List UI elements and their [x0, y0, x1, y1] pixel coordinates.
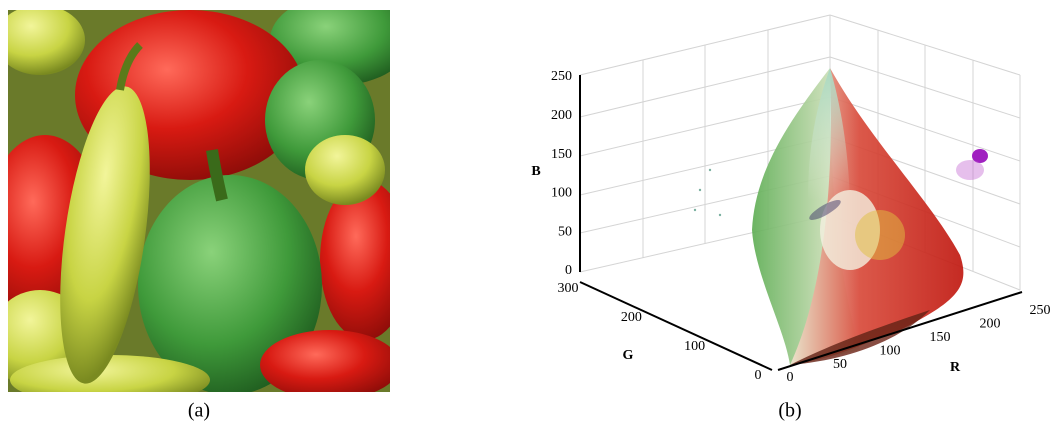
- tick-label: 100: [880, 343, 901, 358]
- tick-label: 100: [551, 186, 572, 201]
- tick-label: 50: [558, 224, 572, 239]
- tick-label: 0: [787, 370, 794, 385]
- caption: (a): [188, 400, 210, 422]
- shape: [10, 355, 210, 405]
- tick-label: 50: [833, 357, 847, 372]
- shape: [320, 180, 410, 340]
- shape: [699, 189, 701, 191]
- shape: [719, 214, 721, 216]
- tick-label: 150: [930, 330, 951, 345]
- tick-label: 200: [621, 310, 642, 325]
- tick-label: 150: [551, 147, 572, 162]
- shape: [808, 68, 850, 200]
- shape: [709, 169, 711, 171]
- point-cloud: [694, 68, 988, 365]
- page: (a) (b) B G R 0 50 100 150 200 250 0 100 200 300 0…: [0, 0, 1054, 430]
- tick-label: 0: [565, 263, 572, 278]
- caption: (b): [778, 400, 801, 422]
- axis-title: B: [531, 164, 540, 179]
- tick-label: 250: [1030, 303, 1051, 318]
- photo: [0, 0, 410, 405]
- shape: [694, 209, 696, 211]
- tick-label: 250: [551, 69, 572, 84]
- shape: [305, 135, 385, 205]
- shape: [260, 330, 400, 400]
- shape: [956, 160, 984, 180]
- axis-title: G: [623, 348, 634, 363]
- shape: [855, 210, 905, 260]
- axis-title: R: [950, 360, 961, 375]
- frame-line: [580, 282, 772, 370]
- tick-label: 200: [980, 317, 1001, 332]
- tick-label: 0: [755, 368, 762, 383]
- tick-label: 200: [551, 108, 572, 123]
- tick-label: 100: [684, 339, 705, 354]
- figure: (a) (b) B G R 0 50 100 150 200 250 0 100 200 300 0…: [0, 0, 1054, 430]
- tick-label: 300: [558, 281, 579, 296]
